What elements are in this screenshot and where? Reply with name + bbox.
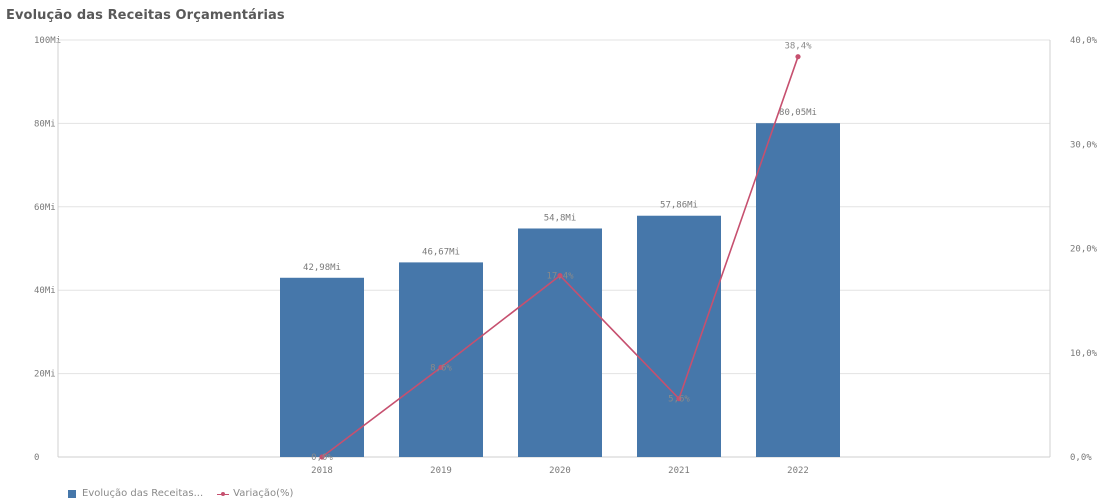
- x-tick-label: 2020: [549, 466, 571, 476]
- bar: [756, 123, 840, 457]
- line-point: [557, 273, 563, 279]
- line-data-label: 8,6%: [430, 363, 452, 373]
- line-data-label: 38,4%: [784, 42, 812, 52]
- line-point: [795, 54, 801, 60]
- legend-label-line: Variação(%): [233, 488, 294, 499]
- x-tick-label: 2018: [311, 466, 333, 476]
- bar-data-label: 54,8Mi: [544, 213, 577, 223]
- line-data-label: 0,0%: [311, 453, 333, 463]
- bar: [637, 215, 721, 457]
- y-left-tick-label: 80Mi: [34, 119, 56, 129]
- bar: [280, 277, 364, 457]
- y-left-tick-label: 60Mi: [34, 203, 56, 213]
- y-right-tick-label: 40,0%: [1070, 36, 1098, 46]
- legend-item-bars[interactable]: Evolução das Receitas...: [68, 488, 203, 499]
- x-tick-label: 2021: [668, 466, 690, 476]
- bar: [518, 228, 602, 457]
- line-point: [676, 396, 682, 402]
- line-data-label: 17,4%: [546, 272, 574, 282]
- x-tick-label: 2022: [787, 466, 809, 476]
- chart-legend: Evolução das Receitas... Variação(%): [68, 488, 307, 499]
- y-left-tick-label: 20Mi: [34, 370, 56, 380]
- y-right-tick-label: 0,0%: [1070, 453, 1092, 463]
- y-left-tick-label: 40Mi: [34, 286, 56, 296]
- bar: [399, 262, 483, 457]
- y-left-tick-label: 100Mi: [34, 36, 61, 46]
- bar-data-label: 57,86Mi: [660, 201, 698, 211]
- y-left-tick-label: 0: [34, 453, 39, 463]
- y-right-tick-label: 20,0%: [1070, 245, 1098, 255]
- x-tick-label: 2019: [430, 466, 452, 476]
- line-point: [438, 364, 444, 370]
- line-data-label: 5,6%: [668, 395, 690, 405]
- chart-title: Evolução das Receitas Orçamentárias: [6, 8, 285, 23]
- legend-swatch-line: [217, 490, 230, 498]
- bar-data-label: 46,67Mi: [422, 247, 460, 257]
- legend-label-bars: Evolução das Receitas...: [82, 488, 204, 499]
- y-right-tick-label: 10,0%: [1070, 349, 1098, 359]
- y-right-tick-label: 30,0%: [1070, 140, 1098, 150]
- bar-data-label: 42,98Mi: [303, 263, 341, 273]
- bar-data-label: 80,05Mi: [779, 108, 817, 118]
- legend-item-line[interactable]: Variação(%): [217, 488, 293, 499]
- legend-swatch-bar: [68, 489, 76, 498]
- line-point: [319, 454, 325, 460]
